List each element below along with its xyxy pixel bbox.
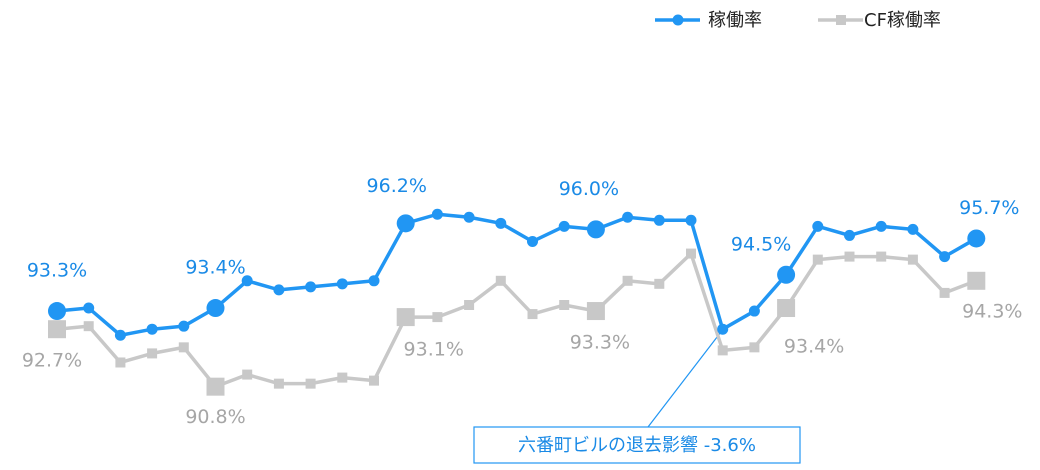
marker <box>653 214 665 226</box>
marker <box>83 302 95 314</box>
marker <box>559 300 570 310</box>
marker <box>844 251 855 262</box>
legend-marker <box>672 14 684 26</box>
data-label: 93.3% <box>27 260 87 282</box>
data-label: 95.7% <box>959 197 1019 219</box>
marker <box>337 372 348 383</box>
marker <box>147 348 158 359</box>
data-label: 93.4% <box>784 336 844 358</box>
marker <box>495 217 507 229</box>
marker <box>178 342 189 353</box>
legend-label: 稼働率 <box>708 10 762 31</box>
marker <box>558 220 570 232</box>
marker <box>178 320 190 332</box>
marker <box>622 275 633 286</box>
marker <box>396 308 415 327</box>
marker <box>586 220 605 239</box>
marker <box>907 223 919 235</box>
marker <box>717 323 729 335</box>
marker <box>83 321 94 332</box>
marker <box>396 214 415 233</box>
marker <box>431 208 443 220</box>
marker <box>967 271 986 290</box>
marker <box>654 278 665 289</box>
marker <box>875 220 887 232</box>
marker <box>463 211 475 223</box>
marker <box>305 378 316 389</box>
marker <box>48 320 66 339</box>
marker <box>527 309 538 320</box>
data-label: 93.4% <box>185 257 245 279</box>
annotation-leader <box>647 327 725 428</box>
marker <box>273 284 285 296</box>
marker <box>717 345 728 356</box>
marker <box>812 220 824 232</box>
marker <box>812 254 823 265</box>
marker <box>273 378 284 389</box>
marker <box>622 211 634 223</box>
marker <box>777 299 796 318</box>
marker <box>206 377 225 396</box>
marker <box>146 323 158 335</box>
annotation-box <box>473 426 801 464</box>
data-label: 93.3% <box>570 332 630 354</box>
marker <box>206 299 225 318</box>
marker <box>749 342 760 353</box>
marker <box>242 369 253 380</box>
data-label: 90.8% <box>185 406 245 428</box>
marker <box>907 254 918 265</box>
marker <box>115 357 126 368</box>
marker <box>748 305 760 317</box>
marker <box>48 302 66 321</box>
legend-marker <box>836 15 846 25</box>
marker <box>368 275 380 287</box>
legend-label: CF稼働率 <box>864 10 941 31</box>
marker <box>336 278 348 290</box>
marker <box>495 275 506 286</box>
marker <box>939 287 950 298</box>
marker <box>686 248 696 259</box>
marker <box>876 251 887 262</box>
annotation: 六番町ビルの退去影響 -3.6% <box>518 435 756 456</box>
marker <box>369 375 379 386</box>
marker <box>432 312 443 323</box>
marker <box>527 235 538 247</box>
marker <box>464 300 475 310</box>
marker <box>844 229 855 241</box>
marker <box>241 275 253 287</box>
marker <box>967 229 986 248</box>
marker <box>777 265 796 284</box>
marker <box>305 281 317 293</box>
data-label: 96.2% <box>367 175 427 197</box>
data-label: 96.0% <box>559 178 619 200</box>
marker <box>939 251 951 263</box>
data-label: 92.7% <box>22 350 82 372</box>
marker <box>685 214 697 226</box>
data-label: 93.1% <box>404 339 464 361</box>
data-label: 94.5% <box>731 233 791 255</box>
marker <box>114 329 126 341</box>
marker <box>586 302 605 321</box>
data-label: 94.3% <box>962 300 1022 322</box>
